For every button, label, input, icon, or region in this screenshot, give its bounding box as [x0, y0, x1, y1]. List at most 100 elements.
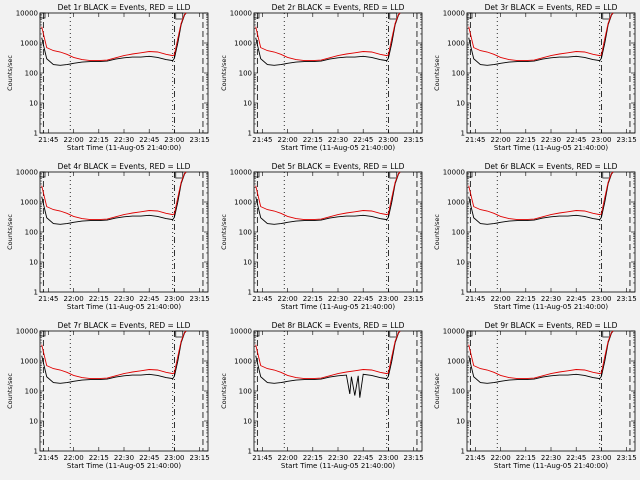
- x-tick-label: 23:15: [190, 136, 210, 144]
- marker-box: [253, 330, 260, 337]
- lld-series-line: [255, 12, 401, 62]
- y-tick-label: 1: [461, 130, 465, 138]
- y-tick-label: 100: [239, 229, 252, 237]
- lld-series-line: [41, 12, 187, 62]
- y-tick-label: 10: [29, 259, 38, 267]
- plot-frame: [253, 171, 423, 293]
- x-tick-label: 21:45: [465, 136, 485, 144]
- y-tick-label: 10: [29, 418, 38, 426]
- x-tick-label: 22:30: [541, 454, 561, 462]
- x-tick-label: 22:15: [303, 295, 323, 303]
- x-tick-label: 23:15: [617, 136, 637, 144]
- y-tick-label: 100: [25, 229, 38, 237]
- events-series-line: [468, 12, 614, 66]
- marker-box: [175, 12, 184, 20]
- plot-frame: [466, 171, 636, 293]
- marker-box: [253, 12, 260, 19]
- chart-title: Det 1r BLACK = Events, RED = LLD: [58, 3, 191, 12]
- y-tick-label: 10: [456, 259, 465, 267]
- x-tick-label: 23:00: [378, 136, 398, 144]
- marker-box: [389, 12, 398, 20]
- y-tick-label: 1000: [234, 199, 252, 207]
- x-tick-label: 21:45: [252, 295, 272, 303]
- y-axis-label: Counts/sec: [220, 55, 228, 91]
- x-tick-label: 22:45: [566, 454, 586, 462]
- x-tick-label: 22:30: [541, 136, 561, 144]
- chart-title: Det 3r BLACK = Events, RED = LLD: [485, 3, 618, 12]
- x-tick-label: 22:30: [114, 136, 134, 144]
- chart-panel: Det 6r BLACK = Events, RED = LLD 1 10 100 10…: [433, 162, 637, 311]
- lld-series-line: [468, 171, 614, 221]
- plot-frame: [39, 171, 209, 293]
- chart-panel: Det 2r BLACK = Events, RED = LLD 1 10 100 10…: [220, 3, 424, 152]
- marker-box: [39, 12, 46, 19]
- x-tick-label: 23:00: [164, 454, 184, 462]
- y-tick-label: 10: [29, 100, 38, 108]
- x-tick-label: 22:00: [64, 454, 84, 462]
- y-tick-label: 100: [452, 388, 465, 396]
- x-tick-label: 22:00: [491, 295, 511, 303]
- x-tick-label: 21:45: [252, 454, 272, 462]
- events-series-line: [41, 12, 187, 66]
- y-axis-label: Counts/sec: [6, 214, 14, 250]
- x-tick-label: 22:45: [353, 454, 373, 462]
- y-axis-label: Counts/sec: [220, 373, 228, 409]
- events-series-line: [41, 171, 187, 225]
- x-tick-label: 22:15: [516, 454, 536, 462]
- x-tick-label: 22:15: [516, 295, 536, 303]
- y-tick-label: 100: [239, 388, 252, 396]
- x-tick-label: 23:15: [404, 454, 424, 462]
- y-tick-label: 100: [452, 70, 465, 78]
- events-series-line: [255, 330, 401, 398]
- plot-frame: [39, 330, 209, 452]
- y-tick-label: 1: [34, 289, 38, 297]
- events-series-line: [41, 330, 187, 384]
- chart-title: Det 5r BLACK = Events, RED = LLD: [272, 162, 405, 171]
- x-tick-label: 22:45: [353, 136, 373, 144]
- x-tick-label: 23:00: [591, 454, 611, 462]
- marker-box: [175, 330, 184, 338]
- x-axis-label: Start Time (11-Aug-05 21:40:00): [494, 303, 608, 311]
- y-tick-label: 10: [243, 100, 252, 108]
- x-tick-label: 22:00: [278, 454, 298, 462]
- marker-box: [389, 171, 398, 179]
- y-tick-label: 100: [25, 388, 38, 396]
- y-tick-label: 10000: [16, 328, 38, 336]
- x-tick-label: 23:15: [190, 454, 210, 462]
- y-tick-label: 1000: [447, 199, 465, 207]
- marker-box: [466, 171, 473, 178]
- y-tick-label: 1: [248, 448, 252, 456]
- x-tick-label: 22:45: [566, 295, 586, 303]
- y-tick-label: 1: [461, 448, 465, 456]
- x-tick-label: 21:45: [465, 454, 485, 462]
- x-tick-label: 23:00: [378, 295, 398, 303]
- x-tick-label: 23:00: [591, 136, 611, 144]
- x-tick-label: 22:45: [139, 136, 159, 144]
- y-tick-label: 100: [239, 70, 252, 78]
- chart-title: Det 8r BLACK = Events, RED = LLD: [272, 321, 405, 330]
- marker-box: [466, 330, 473, 337]
- y-tick-label: 1000: [447, 358, 465, 366]
- y-tick-label: 10: [456, 100, 465, 108]
- chart-panel: Det 9r BLACK = Events, RED = LLD 1 10 100 10…: [433, 321, 637, 470]
- y-tick-label: 10: [243, 259, 252, 267]
- x-tick-label: 22:30: [328, 295, 348, 303]
- x-tick-label: 23:00: [378, 454, 398, 462]
- y-axis-label: Counts/sec: [433, 214, 441, 250]
- x-tick-label: 22:45: [566, 136, 586, 144]
- y-tick-label: 10000: [443, 169, 465, 177]
- y-tick-label: 1: [248, 130, 252, 138]
- marker-box: [389, 330, 398, 338]
- x-tick-label: 22:45: [353, 295, 373, 303]
- y-tick-label: 1000: [447, 40, 465, 48]
- x-tick-label: 22:15: [516, 136, 536, 144]
- x-tick-label: 22:15: [303, 454, 323, 462]
- x-tick-label: 22:00: [491, 454, 511, 462]
- x-axis-label: Start Time (11-Aug-05 21:40:00): [281, 144, 395, 152]
- y-tick-label: 10000: [230, 169, 252, 177]
- marker-box: [466, 12, 473, 19]
- chart-panel: Det 7r BLACK = Events, RED = LLD 1 10 100 10…: [6, 321, 210, 470]
- chart-title: Det 2r BLACK = Events, RED = LLD: [272, 3, 405, 12]
- events-series-line: [468, 171, 614, 225]
